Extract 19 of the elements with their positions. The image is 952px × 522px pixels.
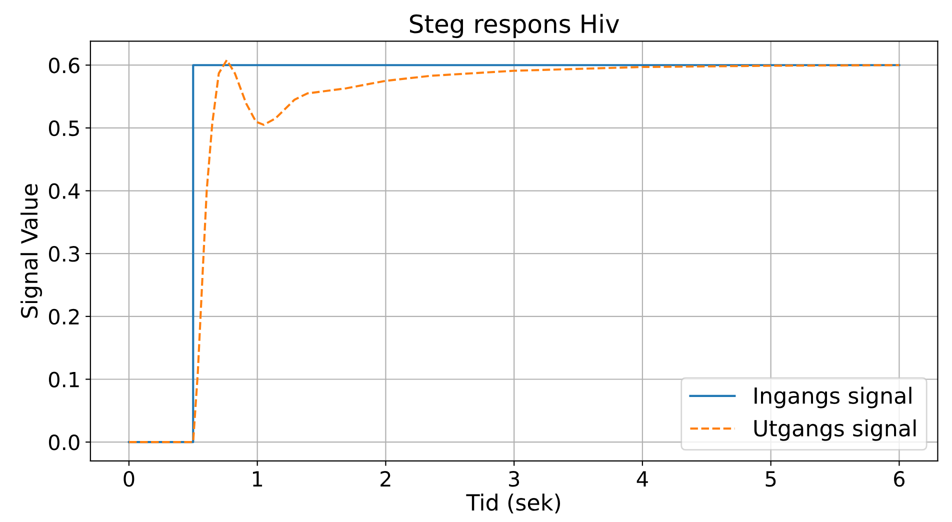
- x-axis-title: Tid (sek): [466, 494, 560, 514]
- x-tick-label: 4: [636, 471, 648, 486]
- x-tick-label: 2: [380, 471, 390, 486]
- y-tick-label: 0.4: [48, 183, 80, 199]
- chart-title: Steg respons Hiv: [410, 14, 620, 38]
- legend-label: Utgangs signal: [754, 419, 916, 441]
- x-tick-label: 6: [894, 471, 905, 487]
- y-axis-title: Signal Value: [20, 184, 42, 318]
- y-tick-label: 0.5: [48, 120, 79, 136]
- x-tick-label: 3: [509, 471, 520, 487]
- x-tick-label: 1: [252, 471, 262, 486]
- y-tick-label: 0.6: [48, 58, 80, 74]
- y-tick-label: 0.1: [48, 372, 79, 388]
- x-tick-label: 0: [124, 471, 134, 487]
- y-tick-label: 0.3: [48, 246, 80, 262]
- y-tick-label: 0.2: [48, 308, 79, 325]
- legend-label: Ingangs signal: [754, 386, 912, 408]
- y-tick-label: 0.0: [48, 434, 80, 450]
- x-tick-label: 5: [766, 471, 776, 487]
